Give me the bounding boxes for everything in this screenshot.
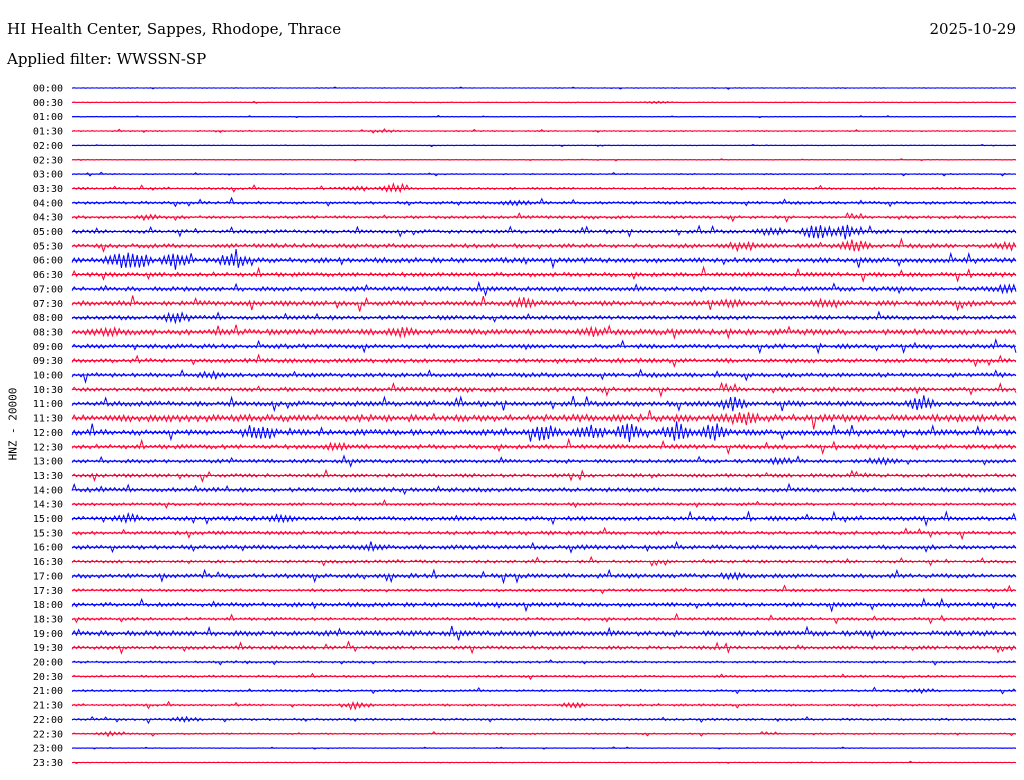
seismic-trace-row <box>71 584 1017 595</box>
seismic-trace-row <box>71 410 1017 430</box>
seismic-trace-row <box>71 182 1017 194</box>
seismic-trace-row <box>71 640 1017 655</box>
time-tick-label: 09:30 <box>33 356 63 367</box>
seismic-trace-row <box>71 568 1017 585</box>
time-tick-label: 17:30 <box>33 586 63 597</box>
time-tick-label: 00:00 <box>33 84 63 95</box>
time-tick-label: 22:00 <box>33 715 63 726</box>
time-tick-label: 10:00 <box>33 371 63 382</box>
time-tick-label: 16:00 <box>33 543 63 554</box>
time-tick-label: 19:30 <box>33 643 63 654</box>
seismic-trace-row <box>71 510 1017 527</box>
time-tick-label: 13:30 <box>33 471 63 482</box>
seismic-trace-row <box>71 555 1017 567</box>
time-tick-label: 02:00 <box>33 141 63 152</box>
time-tick-label: 11:30 <box>33 414 63 425</box>
seismic-trace-row <box>71 196 1017 208</box>
applied-filter: Applied filter: WWSSN-SP <box>7 50 207 68</box>
seismic-trace-row <box>71 237 1017 253</box>
seismic-trace-row <box>71 324 1017 340</box>
time-tick-label: 05:00 <box>33 227 63 238</box>
time-tick-label: 12:30 <box>33 442 63 453</box>
seismic-trace-row <box>71 700 1017 711</box>
seismic-trace-row <box>71 526 1017 541</box>
time-tick-label: 08:30 <box>33 327 63 338</box>
time-tick-label: 08:00 <box>33 313 63 324</box>
time-tick-label: 02:30 <box>33 155 63 166</box>
time-tick-label: 10:30 <box>33 385 63 396</box>
station-title: HI Health Center, Sappes, Rhodope, Thrac… <box>7 20 342 38</box>
seismic-trace-row <box>71 295 1017 312</box>
time-tick-label: 09:00 <box>33 342 63 353</box>
seismic-trace-row <box>71 337 1017 355</box>
seismic-trace-row <box>71 265 1017 283</box>
time-tick-label: 14:00 <box>33 485 63 496</box>
seismic-trace-row <box>71 368 1017 385</box>
seismic-trace-row <box>71 482 1017 496</box>
seismic-trace-row <box>71 540 1017 554</box>
seismic-trace-row <box>71 468 1017 483</box>
time-tick-label: 17:00 <box>33 571 63 582</box>
time-tick-label: 12:00 <box>33 428 63 439</box>
seismic-trace-row <box>71 730 1017 738</box>
seismic-trace-row <box>71 686 1017 695</box>
seismic-trace-row <box>71 395 1017 413</box>
time-tick-label: 03:00 <box>33 170 63 181</box>
seismic-trace-row <box>71 310 1017 325</box>
time-tick-label: 23:00 <box>33 744 63 755</box>
time-tick-label: 11:00 <box>33 399 63 410</box>
seismic-trace-row <box>71 381 1017 398</box>
time-tick-label: 04:30 <box>33 213 63 224</box>
seismic-trace-row <box>71 211 1017 223</box>
time-tick-label: 01:30 <box>33 127 63 138</box>
time-tick-label: 07:00 <box>33 284 63 295</box>
record-date: 2025-10-29 <box>929 20 1016 38</box>
time-tick-label: 20:00 <box>33 658 63 669</box>
time-tick-label: 13:00 <box>33 457 63 468</box>
time-tick-label: 15:00 <box>33 514 63 525</box>
seismic-trace-row <box>71 597 1017 613</box>
seismic-trace-row <box>71 612 1017 625</box>
time-tick-label: 22:30 <box>33 729 63 740</box>
time-tick-label: 06:30 <box>33 270 63 281</box>
seismic-trace-row <box>71 353 1017 368</box>
time-tick-label: 15:30 <box>33 528 63 539</box>
time-tick-label: 18:00 <box>33 600 63 611</box>
time-tick-label: 03:30 <box>33 184 63 195</box>
seismic-trace-row <box>71 625 1017 641</box>
time-tick-label: 01:00 <box>33 112 63 123</box>
seismic-trace-row <box>71 421 1017 443</box>
time-tick-label: 00:30 <box>33 98 63 109</box>
seismic-trace-row <box>71 437 1017 456</box>
time-tick-label: 19:00 <box>33 629 63 640</box>
time-tick-label: 04:00 <box>33 198 63 209</box>
seismic-trace-row <box>71 280 1017 297</box>
time-tick-label: 07:30 <box>33 299 63 310</box>
seismic-trace-row <box>71 499 1017 509</box>
time-tick-label: 05:30 <box>33 241 63 252</box>
time-tick-label: 16:30 <box>33 557 63 568</box>
time-tick-label: 18:30 <box>33 614 63 625</box>
seismic-trace-row <box>71 248 1017 270</box>
time-tick-label: 23:30 <box>33 758 63 769</box>
time-tick-label: 06:00 <box>33 256 63 267</box>
time-tick-label: 21:30 <box>33 701 63 712</box>
time-tick-label: 20:30 <box>33 672 63 683</box>
time-tick-label: 21:00 <box>33 686 63 697</box>
time-tick-label: 14:30 <box>33 500 63 511</box>
seismic-trace-row <box>71 224 1017 240</box>
